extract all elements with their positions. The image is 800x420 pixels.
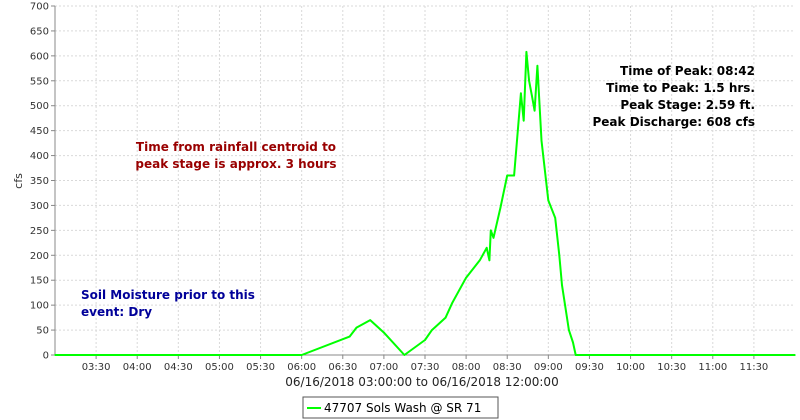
data-point <box>574 354 577 356</box>
centroid-note-line1: Time from rainfall centroid to <box>136 140 336 154</box>
data-point <box>506 174 509 177</box>
time-to-peak-text: Time to Peak: 1.5 hrs. <box>606 81 755 95</box>
data-point <box>403 354 406 356</box>
x-tick-label: 03:30 <box>82 362 111 373</box>
x-tick-label: 10:30 <box>657 362 686 373</box>
y-tick-label: 400 <box>30 151 49 162</box>
data-point <box>531 94 533 97</box>
data-point <box>520 92 522 95</box>
peak-time-text: Time of Peak: 08:42 <box>620 64 755 78</box>
data-point <box>369 319 371 321</box>
y-axis-title: cfs <box>12 173 25 189</box>
data-point <box>383 331 385 334</box>
y-tick-label: 200 <box>30 251 49 262</box>
data-point <box>540 139 543 142</box>
data-point <box>348 335 351 338</box>
data-point <box>479 259 481 262</box>
data-point <box>424 339 426 341</box>
data-point <box>499 207 502 209</box>
data-point <box>525 51 528 53</box>
grid <box>55 5 795 355</box>
data-point <box>536 65 539 67</box>
soil-note-line1: Soil Moisture prior to this <box>81 288 255 302</box>
x-tick-label: 05:00 <box>205 362 234 373</box>
y-tick-label: 150 <box>30 276 49 287</box>
data-point <box>554 217 556 219</box>
data-point <box>444 316 447 319</box>
centroid-annotation: Time from rainfall centroid to peak stag… <box>135 140 336 171</box>
y-tick-label: 600 <box>30 51 49 62</box>
y-tick-label: 450 <box>30 126 49 137</box>
peak-info-annotation: Time of Peak: 08:42 Time to Peak: 1.5 hr… <box>593 64 756 129</box>
x-axis-title: 06/16/2018 03:00:00 to 06/16/2018 12:00:… <box>285 375 558 389</box>
y-tick-label: 250 <box>30 226 49 237</box>
legend-label: 47707 Sols Wash @ SR 71 <box>324 401 481 415</box>
data-point <box>528 79 530 82</box>
soil-note-line2: event: Dry <box>81 305 152 319</box>
data-point <box>431 329 433 331</box>
x-tick-label: 08:30 <box>493 362 522 373</box>
x-tick-label: 09:00 <box>534 362 563 373</box>
series-line <box>55 50 795 356</box>
x-tick-label: 07:00 <box>369 362 398 373</box>
data-point <box>485 247 488 249</box>
y-tick-label: 650 <box>30 26 49 37</box>
x-tick-label: 04:00 <box>123 362 152 373</box>
data-point <box>533 109 536 112</box>
y-tick-label: 350 <box>30 176 49 187</box>
data-point <box>451 301 454 304</box>
data-point <box>492 237 495 239</box>
data-point <box>513 174 515 177</box>
data-point <box>300 354 303 356</box>
x-tick-label: 11:30 <box>739 362 768 373</box>
data-point <box>54 354 56 356</box>
x-tick-label: 10:00 <box>616 362 645 373</box>
y-tick-label: 50 <box>36 326 49 337</box>
soil-moisture-annotation: Soil Moisture prior to this event: Dry <box>81 288 255 319</box>
y-tick-label: 550 <box>30 76 49 87</box>
data-point <box>572 341 574 344</box>
data-point <box>561 284 563 287</box>
data-point <box>547 199 550 202</box>
y-tick-label: 300 <box>30 201 49 212</box>
x-tick-label: 09:30 <box>575 362 604 373</box>
data-point <box>522 119 525 122</box>
data-point <box>488 259 491 262</box>
x-tick-label: 06:30 <box>328 362 357 373</box>
x-tick-label: 08:00 <box>452 362 481 373</box>
peak-discharge-text: Peak Discharge: 608 cfs <box>593 115 756 129</box>
x-tick-label: 07:30 <box>411 362 440 373</box>
data-point <box>489 229 492 232</box>
centroid-note-line2: peak stage is approx. 3 hours <box>135 157 336 171</box>
x-tick-label: 11:00 <box>698 362 727 373</box>
x-tick-label: 06:00 <box>287 362 316 373</box>
x-tick-label: 04:30 <box>164 362 193 373</box>
y-tick-label: 100 <box>30 301 49 312</box>
data-point <box>355 326 358 329</box>
series-layer <box>54 50 796 356</box>
x-tick-label: 05:30 <box>246 362 275 373</box>
data-point <box>568 329 570 331</box>
y-tick-label: 500 <box>30 101 49 112</box>
peak-stage-text: Peak Stage: 2.59 ft. <box>620 98 755 112</box>
data-point <box>558 254 561 257</box>
data-point <box>465 276 467 279</box>
y-tick-label: 700 <box>30 2 49 13</box>
tick-labels: 0 50 100 150 200 250 300 350 400 450 500 550 600 650 7… <box>30 2 768 374</box>
y-tick-label: 0 <box>43 351 49 362</box>
data-point <box>794 354 796 356</box>
legend-box <box>302 396 499 419</box>
legend: 47707 Sols Wash @ SR 71 <box>302 396 499 419</box>
